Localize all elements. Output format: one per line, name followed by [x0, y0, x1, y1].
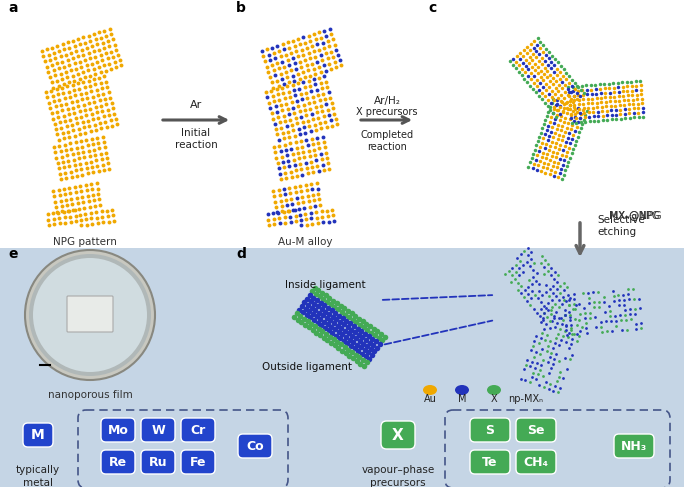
- Text: vapour–phase
precursors: vapour–phase precursors: [361, 465, 434, 487]
- FancyBboxPatch shape: [470, 450, 510, 474]
- Text: Ar: Ar: [190, 100, 202, 110]
- Circle shape: [33, 258, 147, 372]
- Text: nanoporous film: nanoporous film: [48, 390, 133, 400]
- Text: Completed
reaction: Completed reaction: [360, 130, 414, 152]
- Text: Initial
reaction: Initial reaction: [174, 128, 218, 150]
- FancyBboxPatch shape: [181, 418, 215, 442]
- FancyBboxPatch shape: [516, 418, 556, 442]
- Text: X: X: [392, 428, 404, 443]
- Ellipse shape: [455, 385, 469, 395]
- FancyBboxPatch shape: [67, 296, 113, 332]
- Text: CH₄: CH₄: [523, 455, 549, 468]
- FancyBboxPatch shape: [614, 434, 654, 458]
- FancyBboxPatch shape: [181, 450, 215, 474]
- Text: e: e: [8, 247, 18, 261]
- Ellipse shape: [487, 385, 501, 395]
- Text: Au: Au: [423, 394, 436, 404]
- FancyBboxPatch shape: [238, 434, 272, 458]
- Text: Cr: Cr: [190, 424, 206, 436]
- Text: X: X: [490, 394, 497, 404]
- Text: Te: Te: [482, 455, 498, 468]
- FancyBboxPatch shape: [101, 418, 135, 442]
- Text: X precursors: X precursors: [356, 107, 418, 117]
- FancyBboxPatch shape: [101, 450, 135, 474]
- Text: M: M: [458, 394, 466, 404]
- Text: Ru: Ru: [148, 455, 168, 468]
- Text: Outside ligament: Outside ligament: [262, 362, 352, 372]
- Text: np-MXₙ: np-MXₙ: [508, 394, 544, 404]
- Text: MXₙ@NPG: MXₙ@NPG: [610, 210, 660, 220]
- Text: NH₃: NH₃: [621, 439, 647, 452]
- Bar: [0, 248, 684, 487]
- Text: NPG pattern: NPG pattern: [53, 237, 117, 247]
- Ellipse shape: [423, 385, 437, 395]
- Text: MXₙ@NPG: MXₙ@NPG: [609, 210, 661, 220]
- Text: Se: Se: [527, 424, 544, 436]
- Text: Selective
etching: Selective etching: [597, 215, 645, 237]
- Text: Co: Co: [246, 439, 264, 452]
- Text: c: c: [428, 1, 436, 15]
- Text: Inside ligament: Inside ligament: [285, 280, 366, 290]
- FancyBboxPatch shape: [470, 418, 510, 442]
- Text: M: M: [31, 428, 45, 442]
- FancyBboxPatch shape: [23, 423, 53, 447]
- Text: typically
metal: typically metal: [16, 465, 60, 487]
- Text: Mo: Mo: [107, 424, 129, 436]
- Text: W: W: [151, 424, 165, 436]
- Bar: [0, 0, 684, 248]
- Text: a: a: [8, 1, 18, 15]
- Text: S: S: [486, 424, 495, 436]
- FancyBboxPatch shape: [516, 450, 556, 474]
- FancyBboxPatch shape: [141, 450, 175, 474]
- Text: Au-M alloy: Au-M alloy: [278, 237, 332, 247]
- FancyBboxPatch shape: [381, 421, 415, 449]
- FancyBboxPatch shape: [141, 418, 175, 442]
- Text: Re: Re: [109, 455, 127, 468]
- Text: Fe: Fe: [189, 455, 207, 468]
- Text: b: b: [236, 1, 246, 15]
- Circle shape: [25, 250, 155, 380]
- Circle shape: [29, 254, 151, 376]
- Text: Ar/H₂: Ar/H₂: [373, 96, 400, 106]
- Text: d: d: [236, 247, 246, 261]
